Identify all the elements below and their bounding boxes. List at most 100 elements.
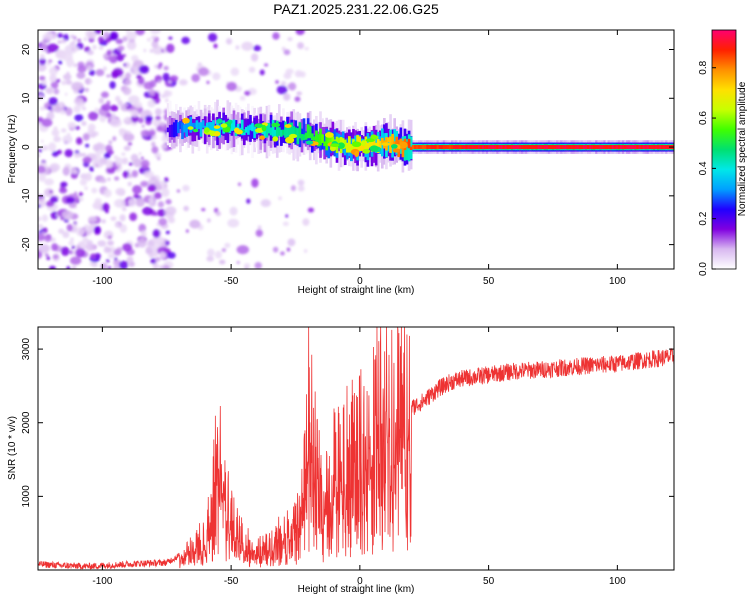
noise-blob <box>246 198 251 204</box>
ridge-cell <box>199 122 203 137</box>
noise-blob <box>287 37 293 42</box>
noise-blob <box>114 222 120 228</box>
ridge-cell <box>288 123 291 139</box>
x-tick-label: -100 <box>92 276 112 287</box>
ridge-cell <box>576 145 580 150</box>
ridge-cell <box>667 145 670 150</box>
noise-blob <box>140 235 146 240</box>
ridge-cell <box>360 143 364 151</box>
ridge-blob <box>390 144 398 149</box>
ridge-cell <box>657 145 660 150</box>
noise-blob <box>219 259 226 265</box>
noise-blob <box>124 78 132 86</box>
noise-blob <box>302 218 310 226</box>
noise-blob <box>94 30 102 35</box>
noise-blob <box>106 259 110 263</box>
noise-blob <box>51 150 59 157</box>
noise-blob <box>66 224 73 232</box>
ridge-cell <box>646 145 650 150</box>
noise-blob <box>287 238 296 247</box>
noise-blob <box>121 157 129 165</box>
noise-blob <box>85 231 91 235</box>
noise-blob <box>297 42 304 50</box>
colorbar-frame <box>711 29 737 270</box>
ridge-cell <box>300 128 304 138</box>
noise-blob <box>69 256 82 265</box>
ridge-cell <box>603 145 607 150</box>
noise-blob <box>124 117 129 122</box>
ridge-cell <box>277 127 281 136</box>
ridge-cell <box>554 145 557 150</box>
ridge-blob <box>204 127 210 133</box>
ridge-cell <box>459 145 462 150</box>
ridge-cell <box>364 136 368 153</box>
noise-blob <box>164 177 169 183</box>
noise-blob <box>40 231 45 236</box>
noise-blob <box>207 218 211 223</box>
ridge-cell <box>428 145 432 150</box>
ridge-cell <box>518 145 522 150</box>
y-tick-label: 10 <box>21 92 32 104</box>
ridge-cell <box>426 145 429 150</box>
noise-blob <box>76 71 86 79</box>
noise-blob <box>105 159 114 169</box>
ridge-cell <box>232 119 236 131</box>
noise-blob <box>89 79 93 84</box>
noise-blob <box>45 87 54 94</box>
spectrogram-x-ticks: -100 -50 0 50 100 <box>92 30 626 287</box>
noise-blob <box>103 152 111 159</box>
ridge-cell <box>438 145 442 150</box>
noise-blob <box>49 190 53 194</box>
noise-blob <box>97 240 107 247</box>
noise-blob <box>42 145 49 151</box>
noise-blob <box>71 265 77 269</box>
ridge-cell <box>589 145 592 150</box>
noise-blob <box>110 104 119 112</box>
noise-blob <box>82 153 86 157</box>
noise-blob <box>221 248 227 253</box>
noise-blob <box>92 44 97 50</box>
ridge-cell <box>488 145 491 150</box>
noise-blob <box>77 38 82 43</box>
ridge-cell <box>321 136 324 150</box>
ridge-cell <box>170 124 174 137</box>
noise-blob <box>126 40 137 51</box>
ridge-cell <box>383 133 386 148</box>
ridge-cell <box>249 124 252 131</box>
ridge-cell <box>541 145 545 150</box>
ridge-cell <box>275 120 279 137</box>
ridge-cell <box>317 134 320 147</box>
noise-blob <box>179 79 188 86</box>
noise-blob <box>138 65 150 74</box>
noise-blob <box>165 98 169 103</box>
noise-blob <box>181 36 190 45</box>
ridge-cell <box>467 145 471 150</box>
ridge-cell <box>448 145 452 150</box>
noise-blob <box>46 256 51 261</box>
ridge-cell <box>650 145 654 150</box>
noise-blob <box>146 37 151 42</box>
noise-blob <box>49 74 57 83</box>
ridge-cell <box>312 136 316 141</box>
noise-blob <box>148 129 156 136</box>
colorbar-tick-label: 0.2 <box>698 211 709 225</box>
noise-blob <box>128 95 140 104</box>
ridge-cell <box>234 120 238 130</box>
ridge-cell <box>502 145 506 150</box>
noise-blob <box>201 208 206 212</box>
ridge-blob <box>324 132 334 138</box>
noise-blob <box>225 38 233 45</box>
ridge-cell <box>560 145 563 150</box>
noise-blob <box>140 159 150 169</box>
noise-blob <box>169 75 179 82</box>
noise-blob <box>122 243 133 252</box>
noise-blob <box>239 95 246 101</box>
snr-frame <box>37 326 675 571</box>
noise-blob <box>48 97 58 106</box>
ridge-cell <box>405 139 409 161</box>
ridge-cell <box>613 145 617 150</box>
noise-blob <box>50 211 59 220</box>
noise-blob <box>92 159 104 168</box>
noise-blob <box>102 202 110 212</box>
noise-blob <box>140 156 144 160</box>
